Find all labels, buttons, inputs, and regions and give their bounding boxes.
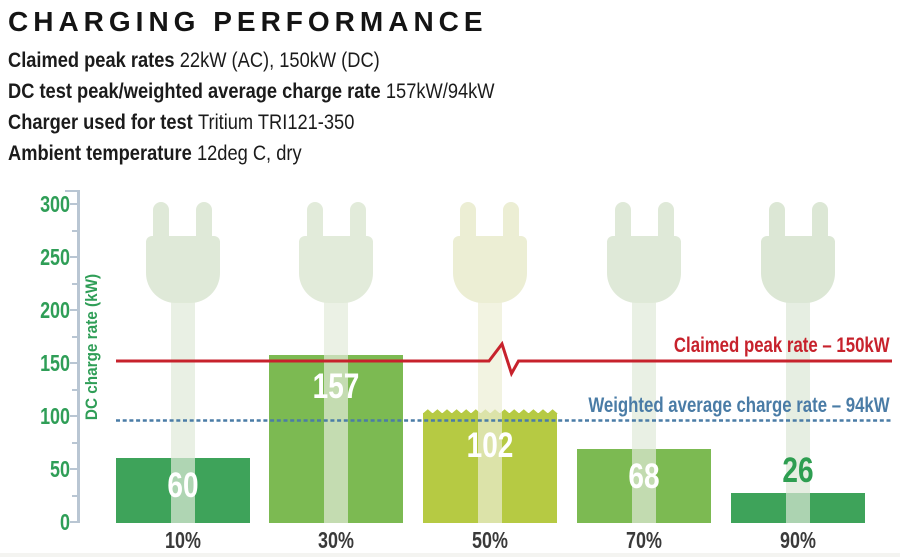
plug-body-icon (607, 236, 681, 303)
x-axis-label: 90% (780, 527, 816, 553)
plug-prong-icon (460, 202, 476, 238)
y-axis-tick-300 (70, 203, 78, 205)
y-axis-title: DC charge rate (kW) (82, 273, 101, 421)
y-axis-tick-0 (70, 521, 78, 523)
bar-column-70pct: 68 70% (567, 185, 721, 557)
plug-body-icon (145, 236, 220, 303)
spec-label: DC test peak/weighted average charge rat… (8, 80, 381, 103)
spec-list: Claimed peak rates 22kW (AC), 150kW (DC) … (8, 45, 567, 169)
y-axis-tick-label: 300 (40, 191, 70, 217)
spec-value: 12deg C, dry (196, 142, 302, 165)
bar-column-30pct: 157 30% (259, 185, 413, 557)
bar-value-label: 68 (628, 457, 660, 496)
plug-prong-icon (614, 202, 631, 238)
plug-prong-icon (306, 202, 323, 238)
y-axis-tick-250 (70, 256, 78, 258)
claimed-peak-rate-label: Claimed peak rate – 150kW (674, 334, 890, 357)
spec-value: 22kW (AC), 150kW (DC) (179, 49, 380, 72)
x-axis-label: 70% (626, 527, 662, 553)
spec-line-ambient-temperature: Ambient temperature 12deg C, dry (8, 138, 495, 169)
y-axis-tick-75 (72, 441, 78, 444)
plug-prong-icon (503, 202, 519, 238)
x-axis-label: 30% (318, 527, 354, 553)
y-axis-tick-label: 200 (40, 297, 70, 323)
plug-cable-icon (170, 302, 195, 523)
y-axis-tick-label: 0 (60, 509, 70, 535)
y-axis-tick-label: 50 (50, 456, 70, 482)
bar-value-label: 26 (782, 451, 814, 490)
y-axis-tick-label: 250 (40, 244, 70, 270)
x-axis-label: 10% (164, 527, 201, 553)
page-title: CHARGING PERFORMANCE (8, 6, 488, 37)
y-axis-tick-label: 150 (40, 350, 70, 376)
plug-prong-icon (811, 202, 828, 238)
spec-line-charger-used: Charger used for test Tritium TRI121-350 (8, 107, 495, 138)
y-axis-tick-150 (70, 362, 78, 364)
bar-column-50pct: 102 50% (413, 185, 567, 557)
y-axis-tick-200 (70, 309, 78, 311)
spec-label: Charger used for test (8, 111, 193, 134)
serrated-bar-top (422, 409, 557, 414)
plug-prong-icon (196, 202, 212, 238)
spec-label: Claimed peak rates (8, 49, 175, 72)
y-axis-tick-175 (72, 335, 78, 338)
plug-body-icon (761, 236, 835, 303)
spec-line-dc-test-peak: DC test peak/weighted average charge rat… (8, 76, 495, 107)
plug-cable-icon (786, 302, 810, 523)
y-axis-tick-25 (72, 494, 78, 497)
plug-cable-icon (324, 302, 348, 523)
y-axis-tick-label: 100 (40, 403, 70, 429)
y-axis-tick-50 (70, 468, 78, 470)
y-axis-top-cap (65, 190, 78, 192)
spec-value: 157kW/94kW (385, 80, 495, 103)
y-axis-tick-125 (72, 388, 78, 391)
y-axis-tick-225 (72, 282, 78, 285)
weighted-average-rate-label: Weighted average charge rate – 94kW (588, 394, 890, 417)
bar-value-label: 157 (312, 367, 360, 406)
bar-value-label: 60 (166, 466, 199, 505)
plug-prong-icon (349, 202, 366, 238)
x-axis-label: 50% (471, 527, 508, 553)
plug-prong-icon (768, 202, 785, 238)
y-axis-line (77, 190, 80, 523)
y-axis-tick-100 (70, 415, 78, 417)
bar-column-10pct: 60 10% (106, 185, 260, 557)
spec-line-claimed-peak-rates: Claimed peak rates 22kW (AC), 150kW (DC) (8, 45, 495, 76)
bar-column-90pct: 26 90% (721, 185, 875, 557)
plug-body-icon (452, 236, 527, 303)
plug-cable-icon (632, 302, 656, 523)
spec-label: Ambient temperature (8, 142, 192, 165)
plug-cable-icon (477, 302, 502, 523)
y-axis-tick-275 (72, 229, 78, 232)
plug-prong-icon (153, 202, 169, 238)
spec-value: Tritium TRI121-350 (197, 111, 355, 134)
bottom-edge-strip (0, 553, 900, 557)
plug-body-icon (299, 236, 373, 303)
bar-value-label: 102 (466, 426, 513, 465)
plug-prong-icon (657, 202, 674, 238)
